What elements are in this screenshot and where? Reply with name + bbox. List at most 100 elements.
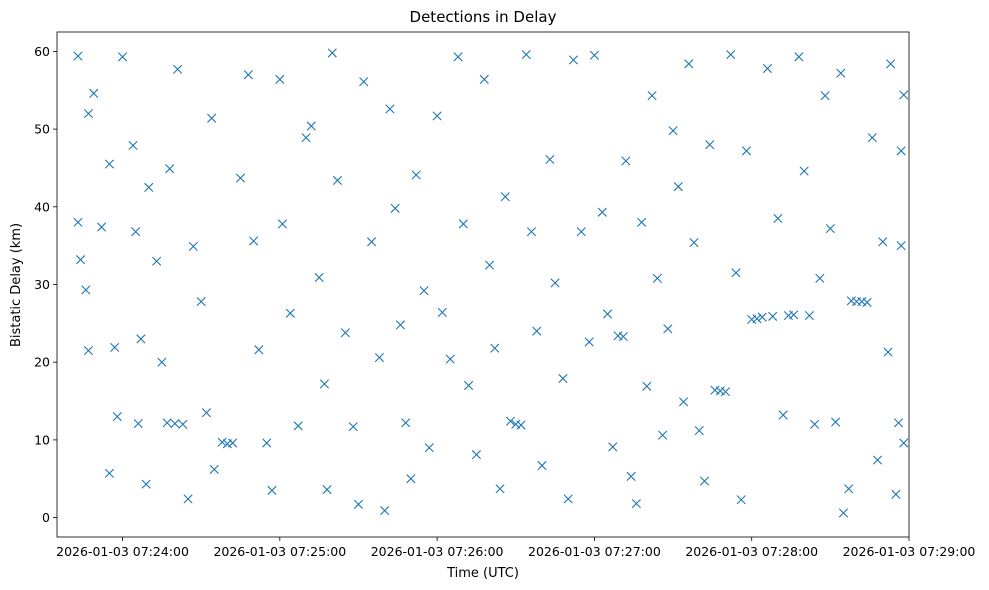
data-point <box>516 420 526 430</box>
data-point <box>642 381 652 391</box>
data-point <box>618 331 628 342</box>
data-point <box>359 77 369 87</box>
data-point <box>844 484 854 494</box>
data-point <box>820 91 830 101</box>
data-point <box>663 324 673 334</box>
data-point <box>322 485 332 495</box>
data-point <box>694 425 704 436</box>
data-point <box>773 213 783 224</box>
data-point <box>893 418 904 428</box>
data-point <box>886 59 896 69</box>
data-point <box>144 182 154 192</box>
data-point <box>277 219 288 229</box>
x-tick-label: 2026-01-03 07:29:00 <box>843 544 976 559</box>
data-point <box>406 474 416 484</box>
data-point <box>188 241 198 252</box>
data-point <box>652 273 662 283</box>
data-point <box>332 175 343 185</box>
y-tick-label: 30 <box>34 277 50 292</box>
x-tick-label: 2026-01-03 07:24:00 <box>56 544 189 559</box>
data-point <box>380 505 390 516</box>
data-point <box>353 499 364 509</box>
data-point <box>178 419 188 429</box>
x-axis: 2026-01-03 07:24:00 2026-01-03 07:25:00 20… <box>56 537 975 559</box>
data-point <box>385 104 395 114</box>
data-point <box>432 111 442 121</box>
data-point <box>757 312 767 322</box>
data-point <box>563 494 573 504</box>
data-point <box>73 51 83 61</box>
data-point <box>815 273 825 283</box>
data-point <box>736 495 746 505</box>
x-tick-label: 2026-01-03 07:25:00 <box>213 544 346 559</box>
data-point <box>131 227 141 237</box>
data-point <box>110 342 120 353</box>
data-point <box>201 408 212 418</box>
data-point <box>479 74 489 84</box>
data-point <box>878 237 888 247</box>
data-point <box>128 140 138 151</box>
data-point <box>568 55 579 65</box>
data-point <box>608 442 618 452</box>
data-point <box>794 52 804 62</box>
y-tick-label: 60 <box>34 44 50 59</box>
data-point <box>762 63 773 74</box>
data-point <box>899 90 909 100</box>
data-point <box>133 418 143 429</box>
data-point <box>584 337 594 347</box>
data-point <box>395 320 406 330</box>
data-point <box>112 411 122 422</box>
data-point <box>228 438 238 448</box>
data-point <box>705 140 715 150</box>
data-point <box>96 222 107 232</box>
data-point <box>626 471 636 481</box>
data-point <box>411 170 421 180</box>
data-point <box>699 476 710 486</box>
x-tick-label: 2026-01-03 07:26:00 <box>371 544 504 559</box>
data-point <box>117 52 128 62</box>
data-point <box>495 484 505 494</box>
data-point <box>453 52 463 62</box>
data-point <box>668 126 678 136</box>
data-point <box>647 91 657 101</box>
plot-frame <box>56 31 910 538</box>
data-point <box>83 345 94 356</box>
data-point <box>778 410 788 420</box>
data-point <box>896 146 906 156</box>
data-point <box>836 68 846 78</box>
data-point <box>340 328 350 338</box>
data-point <box>537 460 547 471</box>
data-point <box>505 416 516 426</box>
data-point <box>165 164 175 174</box>
data-point <box>799 166 809 176</box>
data-point <box>162 418 172 428</box>
data-point <box>521 49 531 60</box>
data-point <box>576 227 586 237</box>
data-point <box>327 48 337 58</box>
data-point <box>141 479 151 489</box>
data-point <box>157 357 167 367</box>
data-point <box>170 418 180 429</box>
data-point <box>83 108 94 119</box>
data-point <box>319 379 329 389</box>
data-point <box>741 146 752 156</box>
data-point <box>104 468 115 478</box>
data-point <box>891 489 901 499</box>
data-point <box>532 326 542 336</box>
data-point <box>173 64 183 74</box>
data-point <box>463 380 474 391</box>
data-point <box>471 450 482 460</box>
data-point <box>684 59 694 69</box>
data-point <box>458 219 468 229</box>
data-point <box>217 437 227 447</box>
data-point <box>637 217 647 227</box>
data-point <box>484 260 495 270</box>
data-point <box>401 418 411 428</box>
x-tick-label: 2026-01-03 07:28:00 <box>685 544 818 559</box>
data-point <box>152 256 162 266</box>
data-point <box>883 347 893 357</box>
data-point <box>348 422 358 432</box>
data-point <box>862 297 872 307</box>
data-point <box>89 88 99 98</box>
data-point <box>545 154 555 165</box>
